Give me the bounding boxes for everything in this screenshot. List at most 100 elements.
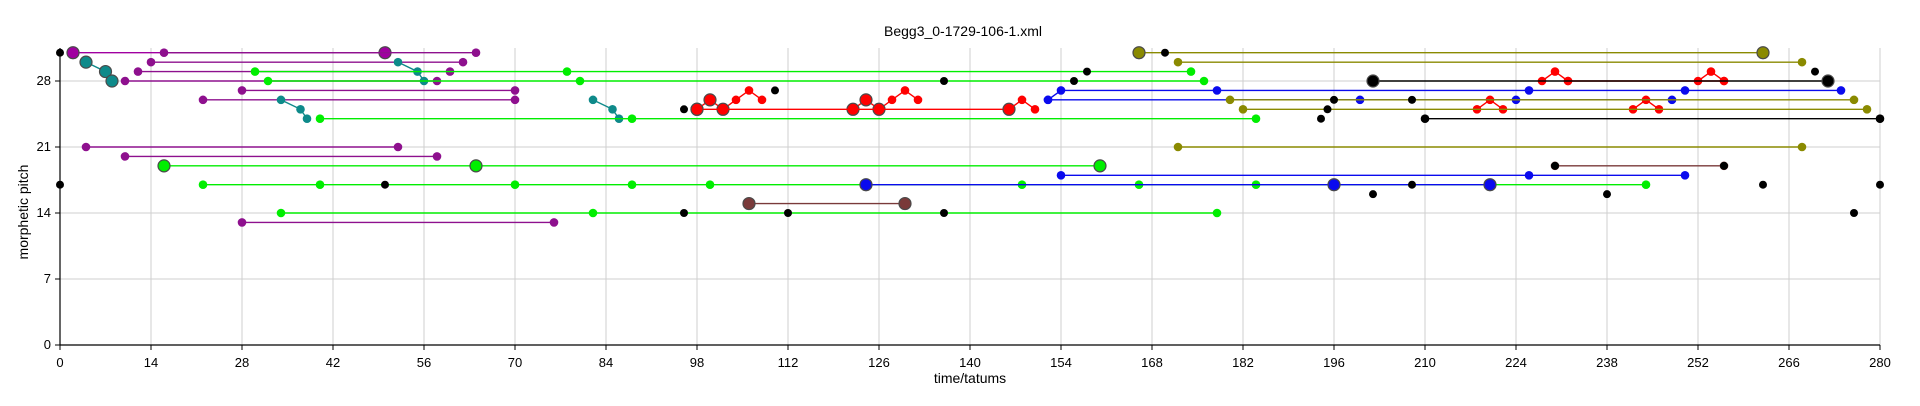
pattern-point [608, 104, 617, 114]
pattern-point [549, 218, 559, 227]
note-point [56, 180, 64, 189]
pattern-point [471, 48, 481, 58]
pattern-point [1680, 170, 1690, 180]
pattern-point [120, 152, 130, 161]
pattern-point [120, 76, 130, 86]
pattern-point [1017, 95, 1027, 105]
pattern-teal [79, 55, 119, 88]
axes: 0 14 28 42 56 70 84 98 112 126 140 154 168 182 196 210 2… [37, 48, 1891, 370]
note-point [940, 209, 948, 217]
pattern-point [1680, 86, 1690, 95]
pattern-point [276, 95, 286, 105]
notes [56, 48, 1884, 217]
note-point [1720, 161, 1728, 170]
x-tick-label: 168 [1141, 355, 1163, 370]
x-tick-label: 14 [144, 355, 158, 370]
note-point [1551, 161, 1559, 170]
note-point [56, 48, 64, 57]
pattern-point [66, 46, 80, 60]
pattern-point [859, 93, 873, 107]
note-point [1603, 190, 1611, 199]
pattern-point [627, 114, 637, 124]
pattern-point [276, 208, 286, 218]
pattern-point [1849, 95, 1859, 105]
x-tick-label: 238 [1596, 355, 1618, 370]
pattern-point [1862, 104, 1872, 114]
pattern-point [1225, 95, 1235, 105]
pattern-red [1004, 95, 1040, 114]
pattern-point [315, 180, 325, 190]
pattern-point [1173, 142, 1183, 152]
chart-title: Begg3_0-1729-106-1.xml [884, 23, 1042, 39]
note-point [940, 77, 948, 85]
pattern-point [690, 102, 704, 116]
pattern-purple [198, 95, 520, 105]
pattern-point [263, 76, 273, 86]
note-point [1083, 67, 1091, 76]
pattern-brown [1550, 161, 1729, 171]
pattern-line [1047, 89, 1841, 101]
x-tick-label: 140 [959, 355, 981, 370]
x-tick-label: 42 [326, 355, 340, 370]
pattern-point [250, 67, 260, 76]
x-tick-label: 0 [56, 355, 63, 370]
pattern-purple [237, 218, 559, 227]
x-tick-label: 126 [868, 355, 890, 370]
x-tick-label: 84 [599, 355, 613, 370]
pattern-point [146, 57, 156, 67]
pattern-point [1550, 67, 1560, 76]
pattern-point [1199, 76, 1209, 86]
note-point [1317, 114, 1325, 123]
pattern-point [510, 86, 520, 95]
x-tick-label: 196 [1323, 355, 1345, 370]
pattern-point [1212, 208, 1222, 218]
x-tick-label: 28 [235, 355, 249, 370]
pattern-purple [120, 152, 442, 161]
pattern-point [1524, 86, 1534, 95]
pattern-teal [276, 95, 312, 124]
pattern-point [1093, 159, 1107, 173]
pattern-point [1030, 104, 1040, 114]
pattern-point [1366, 74, 1380, 88]
pattern-point [510, 95, 520, 105]
x-tick-label: 112 [778, 355, 799, 370]
note-point [1850, 209, 1858, 217]
note-point [1323, 105, 1332, 114]
pattern-point [1043, 95, 1053, 105]
note-point [1408, 95, 1416, 104]
pattern-point [1756, 46, 1770, 60]
pattern-point [296, 104, 305, 114]
pattern-point [1212, 86, 1222, 95]
pattern-red [846, 86, 923, 116]
pattern-point [81, 142, 91, 152]
pattern-green [276, 208, 1222, 218]
pattern-green [263, 76, 1209, 86]
pattern-olive [1238, 104, 1872, 114]
pattern-point [1524, 170, 1534, 180]
pattern-point [744, 86, 754, 95]
x-tick-label: 266 [1778, 355, 1800, 370]
note-point [1876, 180, 1884, 189]
pattern-red [1628, 95, 1664, 114]
pattern-red [1472, 95, 1508, 114]
pattern-point [198, 95, 208, 105]
pattern-olive [1132, 46, 1770, 60]
note-point [1876, 114, 1884, 123]
pattern-point [588, 208, 598, 218]
pattern-point [237, 86, 247, 95]
note-point [680, 209, 688, 217]
pattern-black [1420, 114, 1885, 124]
note-point [1811, 67, 1819, 76]
pattern-point [79, 55, 93, 69]
pattern-point [198, 180, 208, 190]
pattern-point [302, 114, 312, 124]
pattern-green [315, 114, 1261, 124]
pattern-point [575, 76, 585, 86]
y-tick-label: 14 [37, 205, 51, 220]
pattern-point [105, 74, 119, 88]
pattern-point [458, 57, 468, 67]
pattern-point [159, 48, 169, 58]
x-tick-label: 154 [1050, 355, 1072, 370]
x-tick-label: 224 [1505, 355, 1527, 370]
